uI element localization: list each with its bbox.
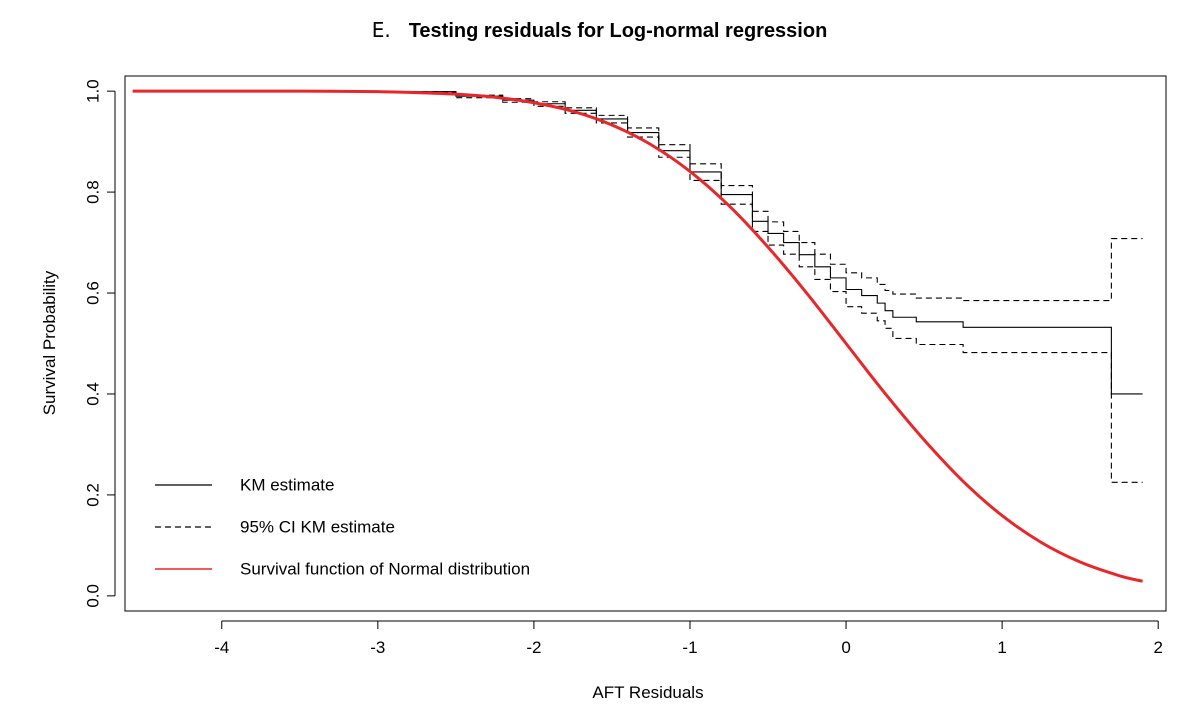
legend-label: Survival function of Normal distribution: [240, 560, 530, 579]
y-tick-label: 0.6: [84, 281, 103, 305]
legend-label: 95% CI KM estimate: [240, 518, 395, 537]
y-axis-label: Survival Probability: [40, 270, 59, 415]
y-axis: 0.0 0.2 0.4 0.6 0.8 1.0: [84, 79, 116, 608]
legend-label: KM estimate: [240, 476, 334, 495]
x-tick-label: -1: [682, 638, 697, 657]
x-tick-label: 1: [997, 638, 1006, 657]
x-axis: -4 -3 -2 -1 0 1 2: [214, 620, 1163, 657]
x-tick-label: -2: [526, 638, 541, 657]
x-tick-label: -4: [214, 638, 229, 657]
x-tick-label: -3: [370, 638, 385, 657]
x-tick-label: 0: [841, 638, 850, 657]
series-layer: [132, 89, 1143, 583]
y-tick-label: 0.2: [84, 483, 103, 507]
x-tick-label: 2: [1153, 638, 1162, 657]
y-tick-label: 0.8: [84, 180, 103, 204]
series-line-1: [132, 90, 1143, 302]
plot-frame: [124, 75, 1167, 612]
y-tick-label: 0.0: [84, 584, 103, 608]
panel-label: E.: [371, 18, 391, 42]
legend: KM estimate 95% CI KM estimate Survival fu…: [155, 476, 530, 579]
x-axis-label: AFT Residuals: [592, 683, 703, 702]
y-tick-label: 1.0: [84, 79, 103, 103]
series-line-2: [132, 90, 1143, 483]
chart-title-text: Testing residuals for Log-normal regress…: [408, 20, 828, 42]
series-line-3: [132, 89, 1143, 583]
y-tick-label: 0.4: [84, 382, 103, 406]
chart-title: E. Testing residuals for Log-normal regre…: [0, 18, 1199, 43]
